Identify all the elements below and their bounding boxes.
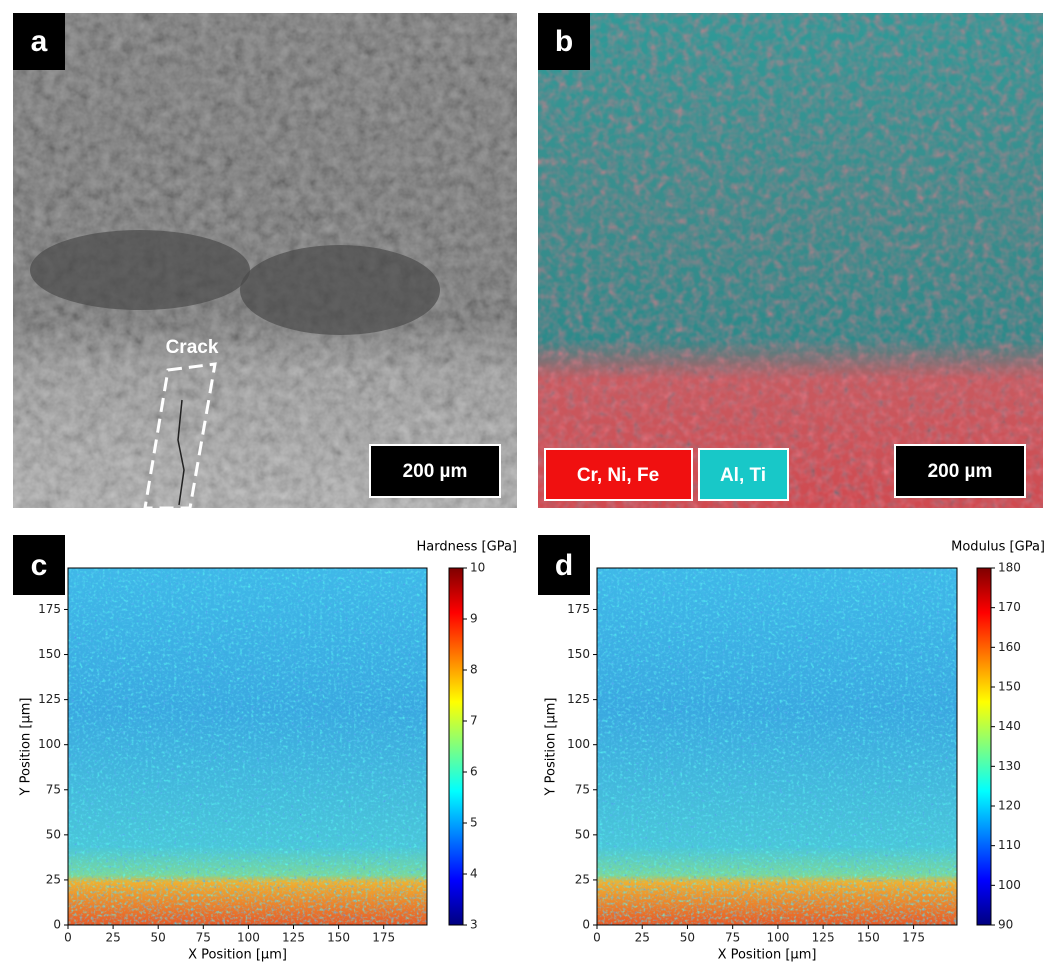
colorbar — [977, 568, 991, 925]
y-axis-label: Y Position [µm] — [19, 698, 34, 797]
x-tick-label: 50 — [680, 931, 695, 945]
heatmap-texture — [597, 568, 957, 925]
annotation: Crack — [166, 337, 219, 358]
colorbar-tick-label: 120 — [998, 799, 1021, 813]
y-tick-label: 25 — [575, 872, 590, 886]
y-tick-label: 100 — [38, 737, 61, 751]
x-tick-label: 150 — [857, 931, 880, 945]
x-tick-label: 100 — [766, 931, 789, 945]
colorbar-tick-label: 150 — [998, 680, 1021, 694]
colorbar-tick-label: 4 — [470, 867, 478, 881]
x-tick-label: 175 — [902, 931, 925, 945]
x-tick-label: 75 — [725, 931, 740, 945]
heatmap-texture — [68, 568, 427, 925]
panel-label: b — [555, 25, 573, 58]
x-tick-label: 100 — [237, 931, 260, 945]
y-tick-label: 175 — [38, 602, 61, 616]
legend-text: Al, Ti — [720, 465, 766, 486]
panel-label: c — [31, 549, 48, 582]
colorbar-tick-label: 170 — [998, 600, 1021, 614]
x-tick-label: 175 — [372, 931, 395, 945]
y-tick-label: 25 — [46, 872, 61, 886]
heatmap-panel: d 0 25 50 75 100 125 150 175 0 25 50 75 100 125 150 175 X… — [538, 535, 1045, 963]
x-tick-label: 25 — [105, 931, 120, 945]
panel-b: b Cr, Ni, Fe Al, Ti 200 µm — [538, 13, 1043, 508]
x-axis-label: X Position [µm] — [188, 948, 287, 963]
y-tick-label: 150 — [38, 647, 61, 661]
x-tick-label: 150 — [327, 931, 350, 945]
panel-a: a Crack 200 µm — [13, 13, 517, 508]
colorbar-label: Hardness [GPa] — [417, 540, 517, 555]
x-tick-label: 125 — [812, 931, 835, 945]
y-tick-label: 150 — [567, 647, 590, 661]
phase-region — [240, 245, 440, 335]
colorbar-tick-label: 180 — [998, 561, 1021, 575]
y-tick-label: 50 — [575, 827, 590, 841]
y-tick-label: 0 — [582, 918, 590, 932]
y-tick-label: 125 — [567, 692, 590, 706]
panel-label: a — [31, 25, 48, 58]
colorbar-tick-label: 130 — [998, 759, 1021, 773]
x-tick-label: 50 — [151, 931, 166, 945]
colorbar-tick-label: 6 — [470, 765, 478, 779]
colorbar-tick-label: 100 — [998, 878, 1021, 892]
figure: a Crack 200 µm b Cr, Ni, Fe Al, Ti 200 µ… — [0, 0, 1057, 965]
colorbar-tick-label: 5 — [470, 816, 478, 830]
y-tick-label: 75 — [46, 782, 61, 796]
colorbar-tick-label: 3 — [470, 918, 478, 932]
colorbar-tick-label: 90 — [998, 918, 1013, 932]
colorbar-tick-label: 10 — [470, 561, 485, 575]
y-tick-label: 125 — [38, 692, 61, 706]
y-tick-label: 175 — [567, 602, 590, 616]
y-tick-label: 0 — [53, 918, 61, 932]
y-tick-label: 75 — [575, 782, 590, 796]
scale-bar-text: 200 µm — [928, 461, 993, 482]
x-tick-label: 0 — [593, 931, 601, 945]
x-tick-label: 75 — [196, 931, 211, 945]
panel-label: d — [555, 549, 573, 582]
colorbar-tick-label: 8 — [470, 663, 478, 677]
colorbar-tick-label: 7 — [470, 714, 478, 728]
x-axis-label: X Position [µm] — [718, 948, 817, 963]
colorbar-tick-label: 9 — [470, 612, 478, 626]
y-tick-label: 100 — [567, 737, 590, 751]
x-tick-label: 0 — [64, 931, 72, 945]
colorbar-tick-label: 110 — [998, 838, 1021, 852]
phase-region — [30, 230, 250, 310]
x-tick-label: 125 — [282, 931, 305, 945]
y-tick-label: 50 — [46, 827, 61, 841]
scale-bar-text: 200 µm — [403, 461, 468, 482]
eds-texture — [538, 13, 1043, 508]
y-axis-label: Y Position [µm] — [544, 698, 559, 797]
colorbar-tick-label: 140 — [998, 719, 1021, 733]
colorbar-label: Modulus [GPa] — [951, 540, 1045, 555]
legend-text: Cr, Ni, Fe — [577, 465, 659, 486]
colorbar — [449, 568, 463, 925]
x-tick-label: 25 — [635, 931, 650, 945]
colorbar-tick-label: 160 — [998, 640, 1021, 654]
